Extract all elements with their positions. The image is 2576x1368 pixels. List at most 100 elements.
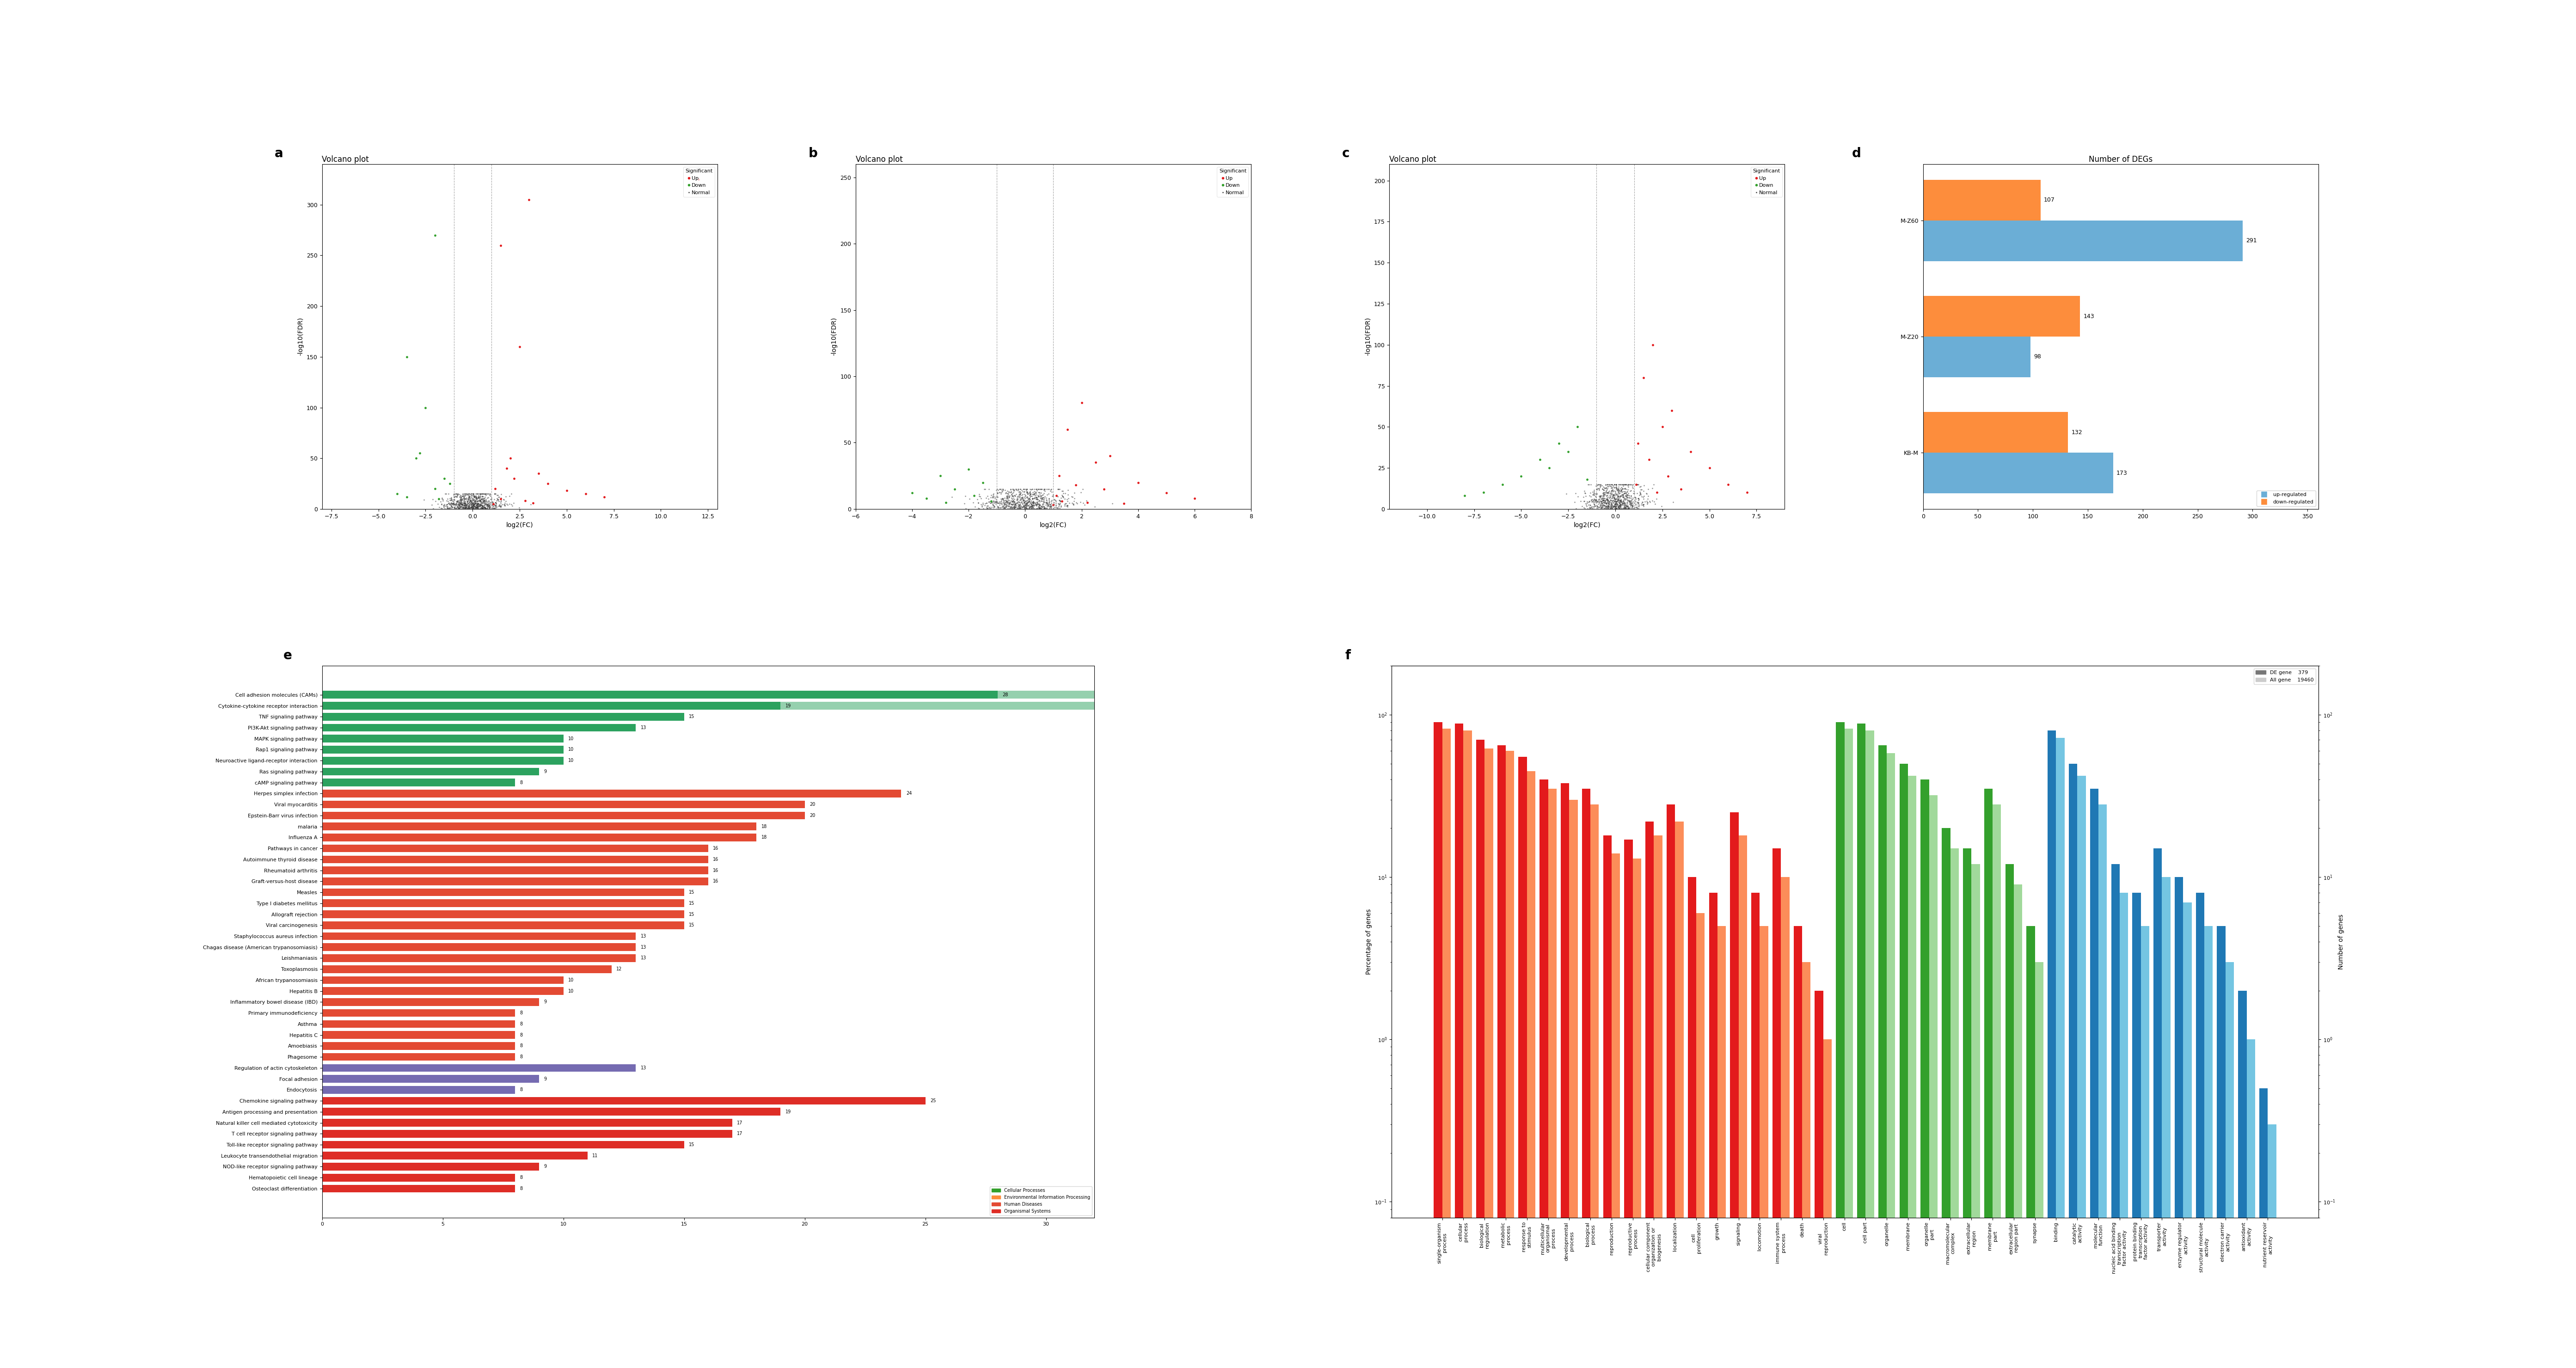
Bar [1924,453,2112,494]
Point [1118,472,1159,494]
Point [471,491,513,513]
Point [448,497,489,518]
Point [448,498,489,520]
Point [451,495,492,517]
Point [1587,494,1628,516]
Point [1600,495,1641,517]
Point [984,495,1025,517]
Point [1007,483,1048,505]
Point [1582,484,1623,506]
Point [1018,495,1059,517]
Point [1600,491,1641,513]
Point [1005,495,1046,517]
Point [984,494,1025,516]
Point [1569,494,1610,516]
Point [1579,494,1620,516]
Point [482,494,523,516]
Point [1010,491,1051,513]
Point [979,492,1020,514]
Point [1595,487,1636,509]
Bar [1924,337,2030,378]
Point [1600,492,1641,514]
Point [459,494,500,516]
Point [987,486,1028,508]
Text: 28: 28 [1002,692,1007,698]
Point [1018,498,1059,520]
Point [469,494,510,516]
Point [1030,479,1072,501]
Point [1584,473,1625,495]
Point [443,494,484,516]
Point [989,492,1030,514]
Point [987,491,1028,513]
Point [1589,490,1631,512]
Point [1726,482,1767,503]
Point [1002,491,1043,513]
Point [443,490,484,512]
Point [1610,492,1651,514]
Point [466,497,507,518]
Point [1602,484,1643,506]
Point [1015,479,1056,501]
Point [1012,498,1054,520]
Point [984,498,1025,520]
Point [1582,494,1623,516]
Point [430,492,471,514]
Point [1018,492,1059,514]
Point [1613,476,1654,498]
Point [994,479,1036,501]
Point [1018,479,1059,501]
Point [966,495,1007,517]
Point [994,479,1036,501]
Point [1618,473,1659,495]
Point [1620,476,1662,498]
Point [1012,479,1054,501]
Point [440,490,482,512]
Point [994,491,1036,513]
Point [443,483,484,505]
Point [1618,491,1659,513]
Text: f: f [1345,650,1350,662]
Bar [322,988,564,995]
Point [459,484,500,506]
Point [1579,479,1620,501]
Point [1613,492,1654,514]
Point [430,490,471,512]
Point [1010,490,1051,512]
Point [1610,487,1651,509]
Point [1613,487,1654,509]
Point [1600,494,1641,516]
Point [997,492,1038,514]
Point [1015,498,1056,520]
Point [1012,480,1054,502]
Point [1577,492,1618,514]
Point [958,497,999,518]
Point [459,498,500,520]
Point [1579,484,1620,506]
Point [448,494,489,516]
Point [448,495,489,517]
Point [1605,477,1646,499]
Point [1607,490,1649,512]
Point [453,495,495,517]
Point [1569,498,1610,520]
Point [971,492,1012,514]
Point [448,490,489,512]
Text: 20: 20 [809,813,814,818]
Point [971,491,1012,513]
Point [958,486,999,508]
Point [417,492,459,514]
Point [1584,476,1625,498]
Point [1574,488,1615,510]
Point [1571,491,1613,513]
Point [448,488,489,510]
Point [1041,490,1082,512]
Point [469,484,510,506]
Point [1605,495,1646,517]
Point [456,497,497,518]
Point [1015,495,1056,517]
Point [420,494,461,516]
Point [451,484,492,506]
Point [1574,495,1615,517]
Point [453,494,495,516]
